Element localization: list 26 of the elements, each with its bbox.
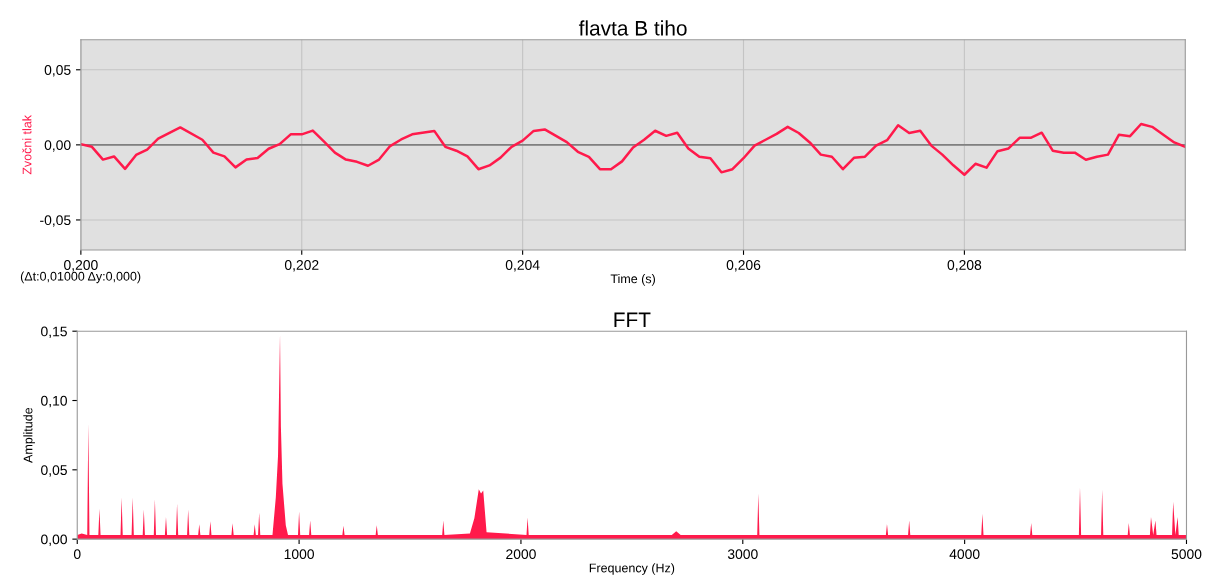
y-tick-label: 0,00 — [41, 534, 67, 546]
x-tick-label: 0,208 — [947, 260, 982, 272]
x-tick-label: 3000 — [727, 549, 758, 560]
x-axis-title: Frequency (Hz) — [589, 563, 675, 575]
y-tick-label: 0,05 — [41, 465, 67, 477]
y-axis-title: Zvočni tlak — [22, 114, 32, 175]
x-tick-label: 4000 — [949, 549, 980, 560]
x-tick-label: 0 — [73, 549, 81, 560]
x-tick-label: 5000 — [1171, 549, 1202, 560]
y-tick-label: 0,05 — [44, 65, 71, 77]
x-tick-label: 0,206 — [726, 260, 761, 272]
x-tick-label: 2000 — [506, 549, 536, 560]
x-tick-label: 0,204 — [505, 260, 540, 272]
x-tick-label: 0,202 — [284, 260, 319, 272]
line-series — [80, 122, 1186, 176]
y-tick-label: -0,05 — [40, 215, 71, 227]
y-tick-label: 0,10 — [41, 395, 67, 408]
y-axis-title: Amplitude — [23, 407, 35, 463]
chart-title: flavta B tiho — [578, 20, 687, 36]
text: (Δt:0,01000 Δy:0,000) — [20, 271, 141, 284]
y-tick-label: 0,15 — [41, 326, 67, 339]
x-tick-label: 1000 — [284, 549, 314, 560]
x-tick-label: 0,200 — [64, 260, 98, 272]
y-tick-label: 0,00 — [44, 140, 71, 152]
chart-title: FFT — [614, 312, 651, 327]
x-axis-title: Time (s) — [610, 274, 655, 286]
